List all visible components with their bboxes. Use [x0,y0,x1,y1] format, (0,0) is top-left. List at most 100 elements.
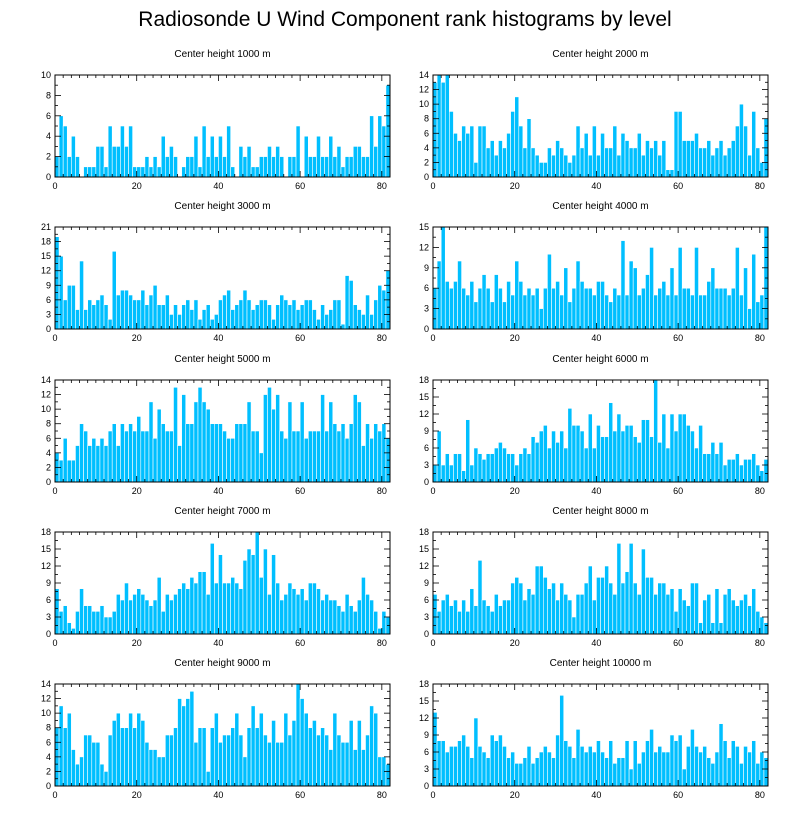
histogram-bar [436,260,442,330]
histogram-bar [340,741,346,787]
x-tick-label: 20 [510,333,520,343]
histogram-bar [755,464,761,483]
histogram-bar [136,588,142,635]
histogram-bar [530,147,536,178]
histogram-bar [563,267,569,330]
histogram-bar [726,459,732,483]
histogram-bar [307,299,313,330]
histogram-bar [600,132,605,178]
histogram-bar [238,588,244,635]
histogram-bar [632,147,638,178]
histogram-bar [673,740,679,787]
histogram-bar [714,147,720,178]
histogram-bar [632,436,638,483]
histogram-panel: Center height 6000 m 0 20 40 60 80 0 3 6 9 12 15 18 [419,354,769,496]
histogram-bar [579,594,585,635]
histogram-bar [209,318,215,330]
histogram-bar [636,763,642,787]
x-tick-label: 40 [591,638,601,648]
histogram-bar [144,156,150,178]
histogram-bar [730,459,736,483]
histogram-bar [365,423,370,483]
histogram-bar [381,125,387,178]
histogram-bar [275,304,280,330]
y-tick-label: 6 [46,737,51,747]
histogram-bar [140,430,146,483]
histogram-bar [340,423,346,483]
histogram-bar [612,125,618,178]
histogram-bar [148,294,154,330]
histogram-bar [608,301,614,330]
histogram-bar [87,445,93,483]
histogram-bar [107,318,113,330]
histogram-bar [681,140,687,178]
histogram-bar [440,740,446,787]
histogram-panel: Center height 4000 m 0 20 40 60 80 0 3 6 9 12 15 [419,201,769,343]
histogram-bar [99,437,105,483]
histogram-bar [641,548,646,635]
x-tick-label: 60 [295,181,305,191]
histogram-bar [718,442,724,483]
histogram-bar [83,605,88,635]
histogram-bar [75,445,80,483]
histogram-bar [357,146,362,178]
histogram-bar [132,166,138,178]
histogram-bar [628,260,634,330]
histogram-bar [465,132,471,178]
histogram-bar [83,309,88,330]
histogram-bar [189,423,195,483]
histogram-bar [148,605,154,635]
histogram-bar [706,453,712,483]
histogram-bar [735,453,740,483]
histogram-bar [95,299,101,330]
histogram-bar [506,132,511,178]
histogram-bar [287,582,293,635]
histogram-bar [743,459,748,483]
histogram-bar [156,408,162,483]
histogram-bar [365,734,370,787]
histogram-bar [628,147,634,178]
histogram-bar [214,314,219,330]
x-tick-label: 80 [755,790,765,800]
histogram-bar [530,763,536,787]
y-tick-label: 8 [46,90,51,100]
y-tick-label: 0 [46,781,51,791]
x-tick-label: 60 [673,181,683,191]
histogram-bar [377,756,383,787]
histogram-bar [747,308,752,330]
histogram-bar [612,430,618,483]
y-tick-label: 0 [424,324,429,334]
histogram-bar [604,436,609,483]
y-tick-label: 9 [424,578,429,588]
y-tick-label: 10 [419,99,429,109]
x-tick-label: 80 [755,333,765,343]
x-tick-label: 40 [213,181,223,191]
histogram-bar [148,166,154,178]
histogram-bar [197,166,203,178]
x-tick-label: 20 [510,638,520,648]
histogram-bar [348,156,354,178]
histogram-bar [58,115,64,178]
histogram-bar [209,423,215,483]
x-tick-label: 40 [591,181,601,191]
histogram-bar [555,734,560,787]
histogram-bar [242,423,248,483]
y-tick-label: 18 [419,375,429,385]
histogram-bar [107,430,113,483]
histogram-bar [250,554,256,635]
histogram-bar [332,156,338,178]
histogram-bar [436,74,442,178]
histogram-bar [205,771,211,787]
histogram-bar [739,599,744,635]
histogram-bar [111,250,117,330]
histogram-bar [579,147,585,178]
histogram-bar [677,413,683,483]
histogram-bar [681,287,687,330]
histogram-bar [169,734,174,787]
x-tick-label: 80 [377,486,387,496]
histogram-bar [645,419,650,483]
histogram-bar [140,720,146,787]
histogram-bar [336,605,342,635]
histogram-bar [120,599,125,635]
histogram-bar [743,125,748,178]
